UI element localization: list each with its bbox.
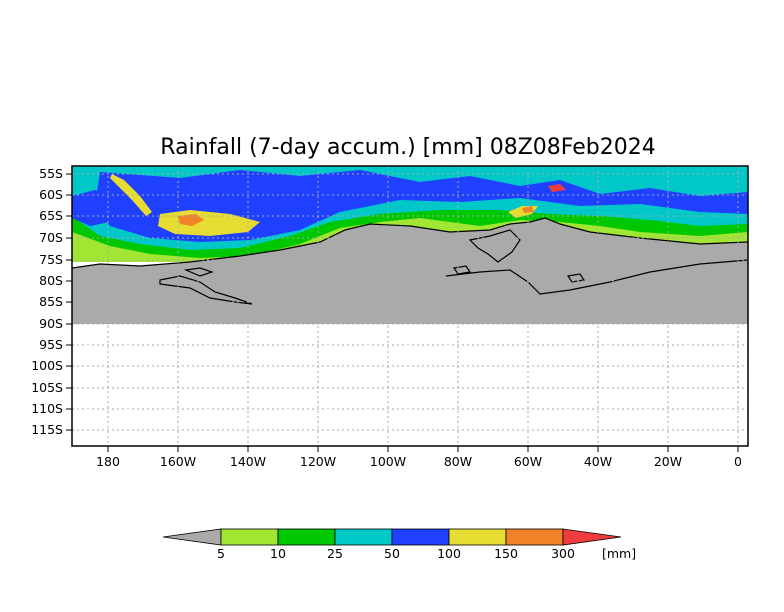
- lat-label: 90S: [39, 316, 63, 331]
- map-title: Rainfall (7-day accum.) [mm] 08Z08Feb202…: [160, 135, 655, 160]
- latitude-axis: 55S 60S 65S 70S 75S 80S 85S 90S 95S 100S…: [31, 166, 72, 437]
- lat-label: 95S: [39, 337, 63, 352]
- coastline-islands: [183, 265, 586, 283]
- lat-label: 115S: [31, 422, 63, 437]
- colorbar-segment: [505, 528, 564, 546]
- coastline: [72, 217, 748, 305]
- colorbar-low-arrow: [162, 528, 222, 546]
- colorbar-label: 10: [270, 546, 286, 561]
- colorbar-segment: [220, 528, 279, 546]
- lat-label: 85S: [39, 294, 63, 309]
- rain-band-red: [548, 184, 566, 192]
- colorbar-segment: [391, 528, 450, 546]
- colorbar-label: 25: [327, 546, 343, 561]
- coastline-weddell-shelf: [445, 259, 748, 295]
- lon-label: 20W: [654, 454, 682, 469]
- lat-label: 60S: [39, 187, 63, 202]
- colorbar-label: 100: [437, 546, 461, 561]
- lon-label: 100W: [370, 454, 406, 469]
- lat-label: 80S: [39, 273, 63, 288]
- colorbar-label: 150: [494, 546, 518, 561]
- coastline-main: [72, 217, 748, 269]
- graticule: [72, 166, 748, 446]
- lat-label: 105S: [31, 380, 63, 395]
- lat-label: 65S: [39, 208, 63, 223]
- colorbar-label: 5: [217, 546, 225, 561]
- lat-label: 100S: [31, 358, 63, 373]
- lon-label: 120W: [300, 454, 336, 469]
- lon-label: 0: [734, 454, 742, 469]
- colorbar-segment: [448, 528, 507, 546]
- antarctica-land: [72, 218, 748, 324]
- colorbar-label: 50: [384, 546, 400, 561]
- colorbar-segment: [277, 528, 336, 546]
- rain-band-orange-east: [522, 206, 534, 213]
- rain-band-yellow-streak: [110, 174, 152, 216]
- lat-label: 110S: [31, 401, 63, 416]
- colorbar-high-arrow: [562, 528, 622, 546]
- rain-band-orange: [178, 214, 204, 226]
- coastline-ross-ice-shelf: [159, 275, 253, 305]
- lat-label: 55S: [39, 166, 63, 181]
- lon-label: 140W: [230, 454, 266, 469]
- lon-label: 180: [96, 454, 120, 469]
- lon-label: 40W: [584, 454, 612, 469]
- map-plot-area: [72, 166, 748, 446]
- plot-frame: [71, 165, 749, 447]
- colorbar-label: 300: [551, 546, 575, 561]
- lat-label: 70S: [39, 230, 63, 245]
- lon-label: 60W: [514, 454, 542, 469]
- coastline-peninsula: [468, 229, 521, 263]
- rain-band-blue: [95, 170, 748, 242]
- colorbar-segment: [334, 528, 393, 546]
- lon-label: 80W: [444, 454, 472, 469]
- lon-label: 160W: [160, 454, 196, 469]
- colorbar-unit: [mm]: [602, 546, 636, 561]
- rainfall-field: [72, 166, 748, 262]
- lat-label: 75S: [39, 252, 63, 267]
- longitude-axis: 180 160W 140W 120W 100W 80W 60W 40W 20W …: [96, 446, 742, 469]
- colorbar: 5 10 25 50 100 150 300 [mm]: [162, 528, 636, 561]
